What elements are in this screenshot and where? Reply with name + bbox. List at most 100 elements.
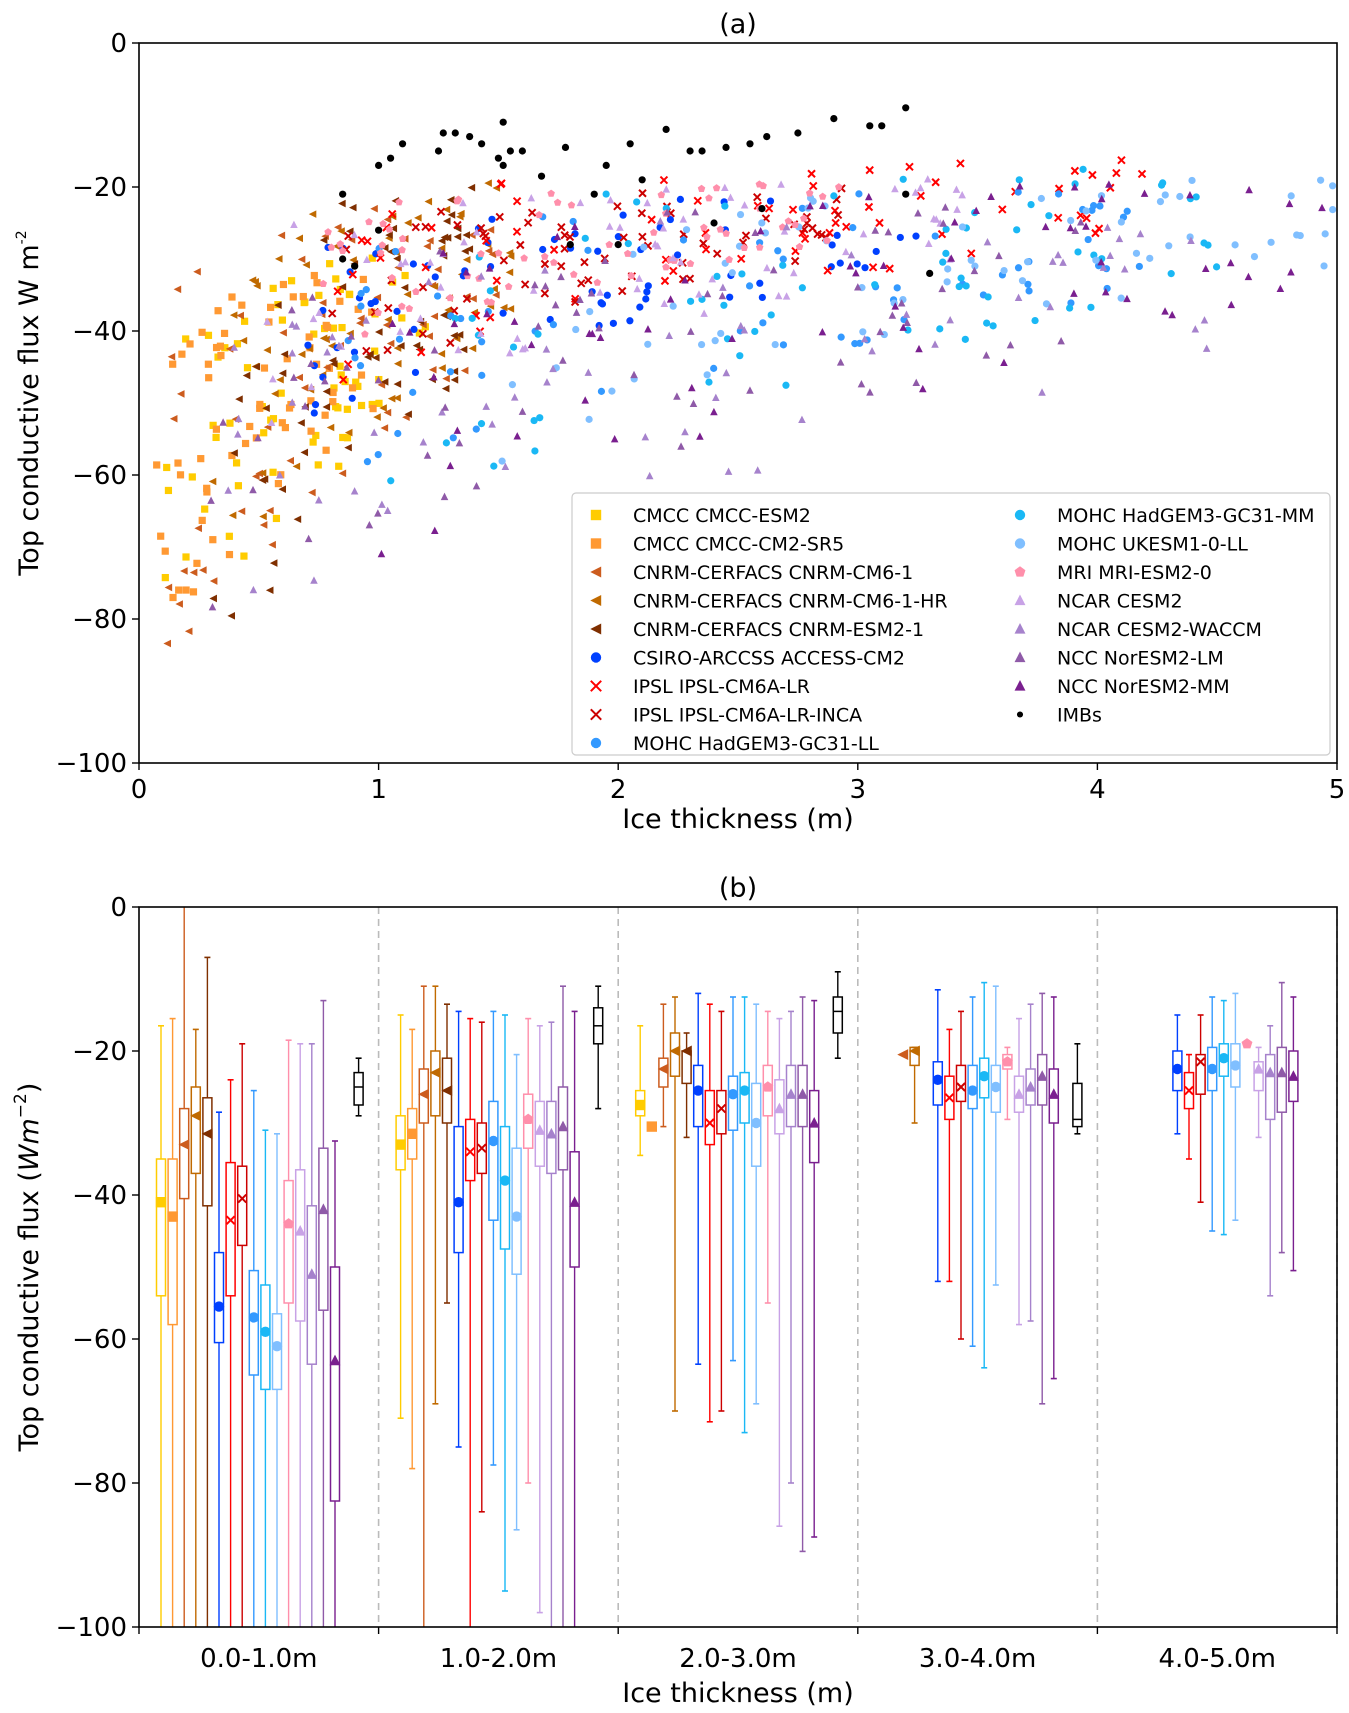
median-marker bbox=[1218, 1053, 1230, 1064]
box-iqr bbox=[190, 1086, 202, 1175]
x-stroke bbox=[885, 264, 894, 273]
scatter-point bbox=[572, 308, 581, 316]
scatter-point bbox=[626, 317, 634, 325]
scatter-point bbox=[534, 322, 543, 330]
scatter-point bbox=[453, 220, 462, 230]
scatter-point bbox=[442, 205, 451, 214]
x-stroke bbox=[753, 201, 763, 210]
scatter-point bbox=[746, 386, 754, 394]
scatter-point bbox=[1097, 194, 1106, 203]
scatter-point bbox=[911, 188, 920, 196]
scatter-point bbox=[673, 392, 681, 400]
scatter-point bbox=[453, 426, 462, 434]
scatter-point bbox=[486, 226, 495, 234]
scatter-point bbox=[696, 432, 704, 440]
scatter-point bbox=[681, 276, 689, 284]
scatter-point bbox=[756, 279, 764, 287]
scatter-point bbox=[327, 309, 337, 318]
median-marker bbox=[248, 1312, 259, 1323]
scatter-point bbox=[411, 368, 420, 377]
scatter-point bbox=[339, 375, 348, 384]
scatter-point bbox=[260, 475, 269, 483]
scatter-point bbox=[203, 484, 211, 492]
scatter-point bbox=[322, 446, 330, 454]
scatter-point-imb bbox=[351, 262, 359, 270]
scatter-point bbox=[230, 343, 238, 351]
scatter-point bbox=[737, 321, 745, 330]
scatter-point bbox=[178, 350, 186, 358]
scatter-point bbox=[314, 461, 322, 469]
median-marker bbox=[897, 1049, 909, 1061]
panel-b-y-label-main: Top conductive flux ( bbox=[14, 1171, 45, 1452]
median-marker bbox=[477, 1143, 487, 1153]
scatter-point bbox=[1137, 169, 1147, 179]
box-csiro-arccss-access-cm2 bbox=[692, 992, 704, 1365]
scatter-point bbox=[462, 231, 471, 239]
x-stroke bbox=[527, 208, 537, 217]
median-marker bbox=[237, 1193, 247, 1204]
scatter-point bbox=[550, 258, 558, 266]
x-stroke bbox=[1053, 213, 1063, 223]
scatter-point bbox=[726, 293, 734, 301]
box-imbs bbox=[832, 970, 844, 1059]
scatter-point bbox=[176, 390, 185, 398]
scatter-point bbox=[343, 405, 351, 413]
scatter-point bbox=[164, 583, 173, 592]
scatter-point bbox=[950, 218, 959, 226]
scatter-point bbox=[718, 291, 727, 300]
scatter-point bbox=[1165, 242, 1173, 250]
scatter-point bbox=[308, 293, 317, 301]
box-iqr bbox=[727, 1075, 739, 1131]
box-iqr bbox=[797, 1064, 808, 1128]
scatter-point bbox=[560, 231, 569, 240]
x-stroke bbox=[693, 196, 702, 206]
scatter-point bbox=[439, 311, 448, 319]
scatter-point bbox=[859, 328, 867, 336]
median-marker bbox=[201, 1128, 213, 1140]
scatter-point bbox=[806, 201, 814, 210]
scatter-point bbox=[547, 189, 555, 197]
x-stroke bbox=[807, 169, 816, 178]
x-stroke bbox=[637, 208, 647, 218]
scatter-point bbox=[705, 194, 713, 202]
box-mohc-ukesm1-0-ll bbox=[511, 1053, 522, 1531]
box-iqr bbox=[716, 1089, 727, 1135]
scatter-point bbox=[795, 242, 804, 251]
scatter-point-imb bbox=[561, 143, 570, 151]
box-iqr bbox=[557, 1086, 569, 1171]
x-stroke bbox=[699, 239, 708, 248]
scatter-point bbox=[175, 586, 183, 594]
scatter-point bbox=[450, 376, 459, 384]
scatter-point bbox=[644, 282, 652, 290]
legend-item: NCAR CESM2-WACCM bbox=[1014, 619, 1262, 641]
x-stroke bbox=[800, 225, 809, 234]
scatter-point bbox=[1176, 192, 1184, 201]
box-ncc-noresm2-mm bbox=[808, 999, 820, 1538]
scatter-point bbox=[460, 238, 468, 246]
box-iqr bbox=[522, 1093, 534, 1149]
x-stroke bbox=[802, 218, 812, 228]
scatter-point bbox=[756, 239, 764, 247]
scatter-point bbox=[1014, 293, 1023, 301]
scatter-point bbox=[700, 309, 708, 317]
scatter-point bbox=[209, 594, 217, 603]
box-mri-mri-esm2-0 bbox=[1241, 1038, 1253, 1049]
scatter-point bbox=[259, 512, 267, 521]
scatter-point bbox=[712, 249, 722, 258]
x-stroke bbox=[1112, 168, 1121, 178]
scatter-point bbox=[307, 359, 315, 367]
median-marker bbox=[429, 1067, 441, 1079]
scatter-point bbox=[864, 202, 874, 212]
median-marker bbox=[395, 1139, 406, 1150]
x-stroke bbox=[476, 223, 486, 233]
scatter-point bbox=[697, 340, 706, 349]
scatter-point bbox=[618, 286, 627, 296]
scatter-point bbox=[234, 414, 243, 423]
scatter-point bbox=[1156, 197, 1165, 206]
scatter-point-imb bbox=[830, 115, 838, 123]
scatter-point bbox=[947, 254, 956, 262]
scatter-point bbox=[437, 350, 446, 358]
scatter-point bbox=[1123, 207, 1131, 215]
scatter-point bbox=[450, 331, 458, 340]
scatter-point bbox=[344, 428, 353, 437]
